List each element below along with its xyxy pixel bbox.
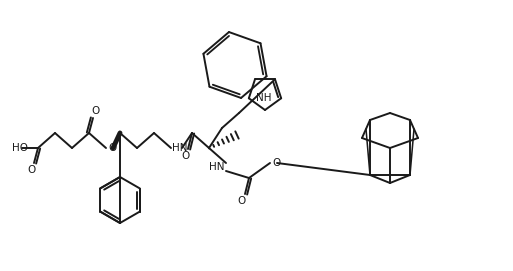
Text: O: O (27, 165, 35, 175)
Text: O: O (92, 106, 100, 116)
Text: HN: HN (208, 162, 224, 172)
Text: NH: NH (256, 93, 271, 103)
Text: O: O (181, 151, 189, 161)
Text: O: O (238, 196, 246, 206)
Text: HO: HO (12, 143, 28, 153)
Text: HN: HN (172, 143, 187, 153)
Text: O: O (108, 143, 116, 153)
Polygon shape (113, 131, 120, 148)
Text: O: O (272, 158, 280, 168)
